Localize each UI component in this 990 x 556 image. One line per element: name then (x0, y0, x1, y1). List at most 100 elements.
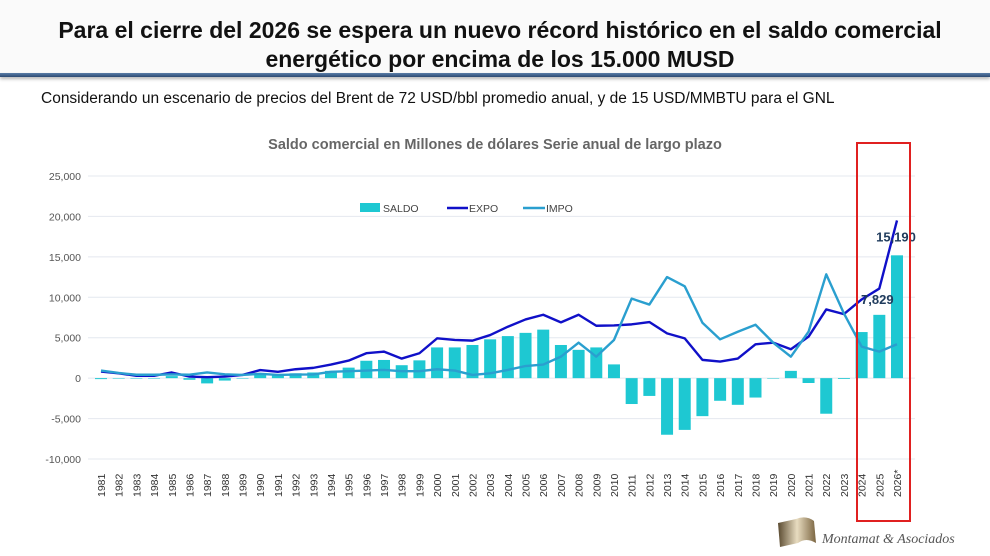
bar-saldo (448, 347, 461, 379)
x-tick-label: 1990 (255, 473, 267, 497)
bar-saldo (324, 370, 337, 379)
bar-saldo (607, 364, 620, 379)
x-tick-label: 2022 (821, 473, 833, 497)
bar-saldo (519, 332, 532, 379)
x-tick-label: 2000 (432, 473, 444, 497)
bar-saldo (484, 339, 497, 379)
bar-saldo (873, 314, 886, 379)
legend-label-impo: IMPO (546, 203, 573, 215)
bar-saldo (678, 378, 691, 430)
x-tick-label: 2002 (467, 473, 479, 497)
bar-saldo (501, 336, 514, 379)
x-tick-label: 2011 (627, 474, 639, 497)
page-title: Para el cierre del 2026 se espera un nue… (58, 17, 942, 72)
x-tick-label: 2017 (733, 473, 745, 497)
bar-saldo (714, 378, 727, 401)
x-tick-label: 2007 (556, 473, 568, 497)
x-tick-label: 1983 (131, 473, 143, 497)
header-divider (0, 73, 990, 77)
x-tick-label: 1984 (149, 473, 161, 497)
line-expo (100, 220, 899, 379)
bar-saldo (413, 360, 426, 379)
x-tick-label: 2001 (450, 473, 462, 497)
y-tick-label: -10,000 (45, 454, 81, 466)
x-tick-label: 2005 (521, 473, 533, 497)
x-tick-label: 1993 (308, 473, 320, 497)
y-tick-label: 5,000 (55, 333, 81, 345)
x-tick-label: 2010 (609, 473, 621, 497)
svg-text:Montamat & Asociados: Montamat & Asociados (821, 532, 955, 547)
x-tick-label: 2021 (804, 473, 816, 497)
x-tick-label: 2020 (786, 473, 798, 497)
x-tick-label: 2008 (574, 473, 586, 497)
bar-saldo (820, 378, 833, 414)
bar-saldo (466, 344, 479, 379)
y-tick-label: 20,000 (49, 211, 81, 223)
chart-title: Saldo comercial en Millones de dólares S… (268, 137, 722, 153)
y-tick-label: -5,000 (51, 414, 81, 426)
bar-saldo (661, 378, 674, 435)
bar-saldo (767, 378, 780, 379)
y-tick-label: 15,000 (49, 252, 81, 264)
data-label: 15,190 (876, 229, 916, 244)
bar-saldo (342, 367, 355, 379)
x-tick-label: 2016 (715, 473, 727, 497)
bar-saldo (95, 378, 107, 380)
legend-swatch-saldo (360, 203, 380, 212)
x-tick-label: 2003 (485, 473, 497, 497)
x-tick-label: 2024 (857, 473, 869, 497)
x-tick-label: 1988 (220, 473, 232, 497)
y-tick-label: 10,000 (49, 292, 81, 304)
x-tick-label: 1987 (202, 473, 214, 497)
x-tick-label: 1991 (273, 473, 285, 497)
bar-saldo (554, 344, 567, 379)
legend-label-saldo: SALDO (383, 203, 419, 215)
header-band (0, 0, 990, 74)
bar-saldo (625, 378, 638, 405)
x-tick-label: 2026* (892, 470, 904, 497)
bar-saldo (183, 378, 196, 380)
bar-saldo (696, 378, 709, 417)
bar-saldo (837, 378, 850, 379)
x-tick-label: 2004 (503, 473, 515, 497)
bar-saldo (165, 376, 178, 379)
bar-saldo (130, 378, 143, 379)
highlight-box (856, 142, 911, 522)
y-tick-label: 0 (75, 373, 81, 385)
bar-saldo (537, 329, 550, 379)
bar-saldo (236, 378, 249, 379)
bar-saldo (148, 378, 161, 379)
bar-saldo (201, 378, 214, 384)
bar-saldo (271, 375, 284, 379)
x-tick-label: 2006 (538, 473, 550, 497)
bar-saldo (572, 349, 585, 379)
bar-saldo (254, 374, 267, 379)
x-tick-label: 2012 (644, 473, 656, 497)
x-tick-label: 1982 (114, 473, 126, 497)
x-tick-label: 1986 (184, 473, 196, 497)
x-tick-label: 1999 (414, 473, 426, 497)
x-tick-label: 2015 (697, 473, 709, 497)
data-label: 7,829 (861, 292, 894, 307)
x-tick-label: 2018 (750, 473, 762, 497)
bar-saldo (749, 378, 762, 398)
x-tick-label: 2025 (874, 473, 886, 497)
x-tick-label: 1992 (291, 473, 303, 497)
x-tick-label: 1995 (344, 473, 356, 497)
x-tick-label: 1989 (238, 473, 250, 497)
line-impo (100, 273, 898, 377)
x-tick-label: 2019 (768, 473, 780, 497)
bar-saldo (802, 378, 815, 383)
legend-label-expo: EXPO (469, 203, 498, 215)
montamat-logo: Montamat & Asociados (778, 517, 955, 547)
bar-saldo (855, 332, 868, 379)
bar-saldo (643, 378, 656, 396)
x-tick-label: 1981 (96, 473, 108, 497)
bar-saldo (431, 347, 444, 379)
x-tick-label: 1994 (326, 473, 338, 497)
bar-saldo (112, 378, 125, 379)
page-subtitle: Considerando un escenario de precios del… (41, 90, 835, 107)
x-tick-label: 2013 (662, 473, 674, 497)
bar-saldo (218, 378, 231, 381)
